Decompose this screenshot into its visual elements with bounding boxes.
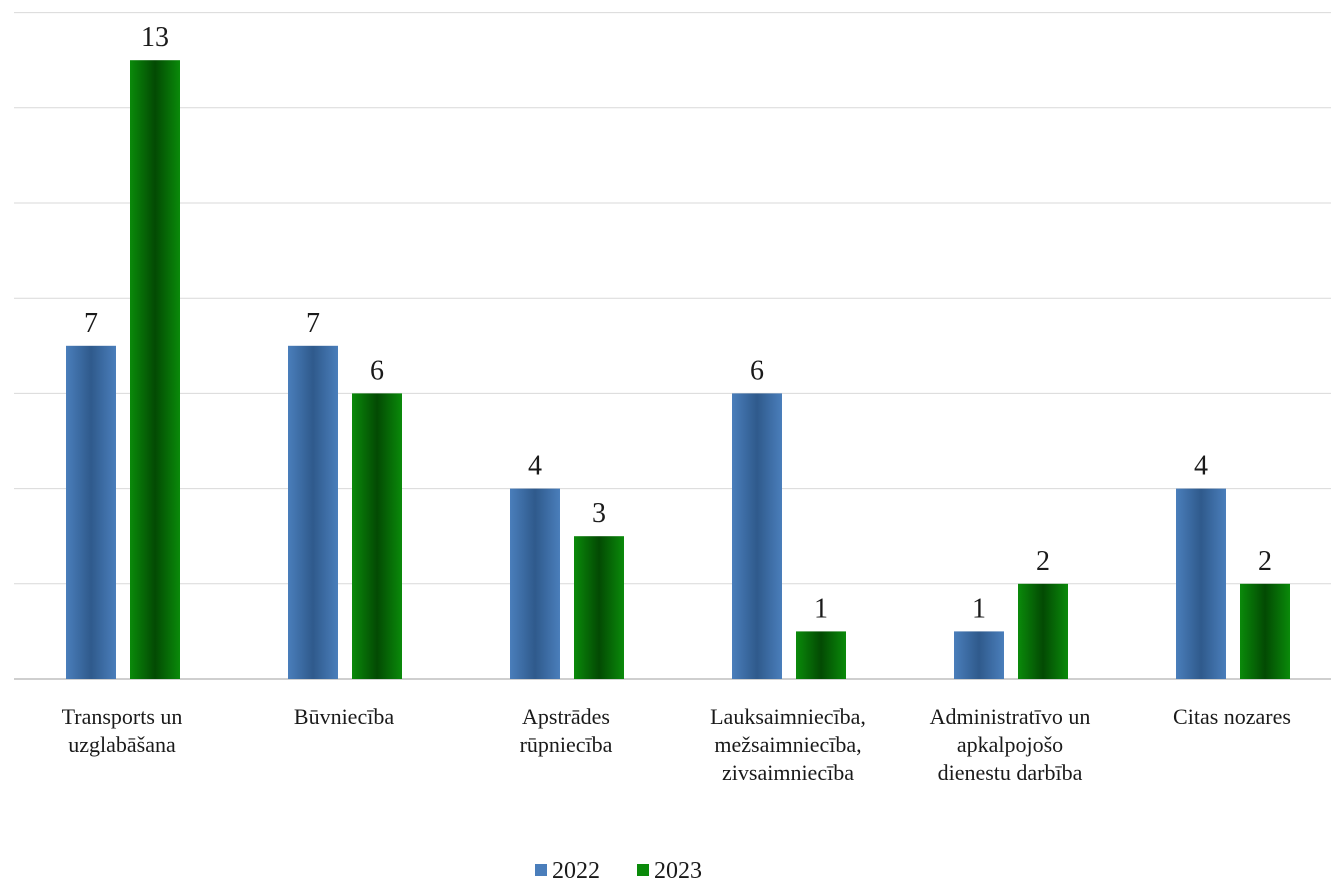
category-label: Administratīvo un apkalpojošo dienestu dar… bbox=[930, 704, 1091, 785]
legend: 2022 2023 bbox=[535, 858, 702, 882]
data-label: 1 bbox=[972, 593, 986, 624]
data-label: 3 bbox=[592, 498, 606, 529]
data-label: 2 bbox=[1258, 546, 1272, 577]
data-label: 6 bbox=[370, 355, 384, 386]
data-label: 13 bbox=[141, 22, 169, 53]
gridlines bbox=[14, 12, 1331, 680]
legend-swatch-2022 bbox=[535, 864, 547, 876]
bar-2023-2 bbox=[574, 536, 624, 679]
data-label: 4 bbox=[528, 451, 542, 482]
data-label: 4 bbox=[1194, 451, 1208, 482]
data-label: 1 bbox=[814, 593, 828, 624]
legend-label-2023: 2023 bbox=[654, 858, 702, 882]
data-labels: 7 7 4 6 1 4 13 6 3 1 2 2 bbox=[84, 22, 1272, 624]
legend-label-2022: 2022 bbox=[552, 858, 600, 882]
category-label: Būvniecība bbox=[294, 704, 394, 729]
bar-2022-5 bbox=[1176, 488, 1226, 679]
data-label: 7 bbox=[84, 308, 98, 339]
bars bbox=[66, 60, 1290, 679]
category-label: Apstrādes rūpniecība bbox=[520, 704, 613, 757]
bar-2023-1 bbox=[352, 393, 402, 679]
bar-2023-4 bbox=[1018, 583, 1068, 679]
bar-2023-3 bbox=[796, 631, 846, 679]
bar-2022-4 bbox=[954, 631, 1004, 679]
bar-2022-3 bbox=[732, 393, 782, 679]
category-label: Transports un uzglabāšana bbox=[62, 704, 183, 757]
data-label: 6 bbox=[750, 355, 764, 386]
bar-2023-5 bbox=[1240, 583, 1290, 679]
category-label: Citas nozares bbox=[1173, 704, 1291, 729]
data-label: 7 bbox=[306, 308, 320, 339]
bar-2022-2 bbox=[510, 488, 560, 679]
data-label: 2 bbox=[1036, 546, 1050, 577]
bar-2022-1 bbox=[288, 345, 338, 679]
bar-2023-0 bbox=[130, 60, 180, 679]
legend-swatch-2023 bbox=[637, 864, 649, 876]
bar-2022-0 bbox=[66, 345, 116, 679]
category-label: Lauksaimniecība, mežsaimniecība, zivsaimni… bbox=[710, 704, 866, 785]
category-labels: Transports un uzglabāšana Būvniecība Apstrā… bbox=[62, 704, 1291, 785]
